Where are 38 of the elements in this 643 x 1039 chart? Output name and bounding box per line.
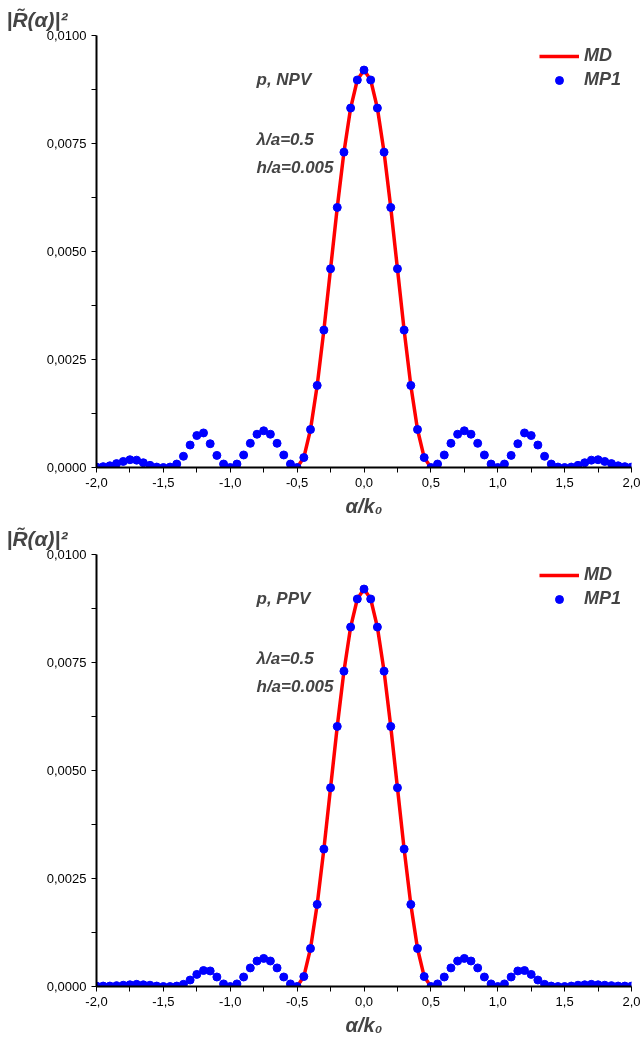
legend-label: MP1 [583,69,621,90]
x-tick-label: 2,0 [622,474,641,490]
x-tick-label: -2,0 [85,993,108,1009]
annotation: h/a=0.005 [256,676,335,696]
x-tick-label: -1,0 [219,993,242,1009]
x-tick-label: -1,5 [152,993,175,1009]
y-tick-label: 0,0050 [46,244,87,259]
x-tick-label: 0,5 [421,474,440,490]
x-tick-label: 2,0 [622,993,641,1009]
annotation: λ/a=0.5 [255,129,315,149]
x-tick-label: -0,5 [285,474,309,490]
y-tick-label: 0,0050 [46,763,87,778]
x-tick-label: -1,0 [219,474,242,490]
annotation: λ/a=0.5 [255,648,315,668]
x-tick-label: 1,0 [488,474,507,490]
x-tick-label: -1,5 [152,474,175,490]
y-tick-label: 0,0025 [46,871,87,886]
y-tick-label: 0,0025 [46,352,87,367]
x-tick-label: 1,5 [555,474,574,490]
x-axis-title: α/k₀ [345,1013,383,1036]
x-tick-label: -2,0 [85,474,108,490]
x-tick-label: 0,5 [421,993,440,1009]
legend-label: MP1 [583,588,621,609]
annotation: p, PPV [255,588,313,608]
legend-label: MD [583,45,612,66]
y-tick-label: 0,0000 [46,460,87,475]
x-tick-label: 0,0 [354,474,374,490]
x-tick-label: 1,0 [488,993,507,1009]
x-tick-label: -0,5 [285,993,309,1009]
legend-label: MD [583,564,612,585]
x-axis-title: α/k₀ [345,494,383,517]
x-tick-label: 1,5 [555,993,574,1009]
y-tick-label: 0,0075 [46,136,87,151]
y-tick-label: 0,0000 [46,979,87,994]
annotation: h/a=0.005 [256,157,335,177]
x-tick-label: 0,0 [354,993,374,1009]
annotation: p, NPV [255,69,313,89]
y-tick-label: 0,0075 [46,655,87,670]
